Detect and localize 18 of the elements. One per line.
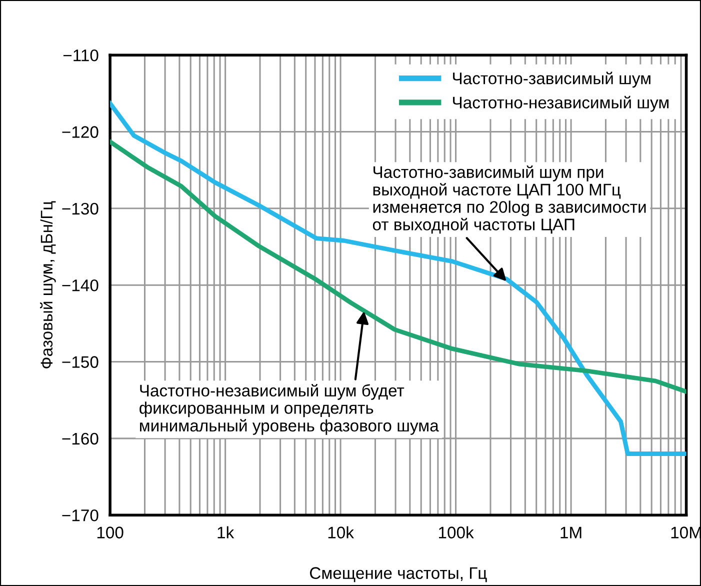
y-axis-title: Фазовый шум, дБн/Гц xyxy=(40,201,56,368)
x-axis-title: Смещение частоты, Гц xyxy=(310,567,487,582)
y-tick-label: −130 xyxy=(62,202,98,215)
x-tick-label: 1k xyxy=(218,526,234,538)
y-tick-label: −150 xyxy=(62,356,98,368)
y-tick-label: −110 xyxy=(63,49,98,62)
x-tick-label: 1M xyxy=(560,526,582,538)
y-tick-label: −170 xyxy=(62,509,98,522)
legend-label: Частотно-независимый шум xyxy=(453,96,668,112)
annotation: Частотно-независимый шум будет фиксированным и определять минимальный уровень фазового шума xyxy=(140,384,439,435)
x-tick-label: 100 xyxy=(97,526,124,538)
x-tick-label: 100k xyxy=(438,526,474,538)
y-tick-label: −120 xyxy=(62,126,98,138)
annotation: Частотно-зависимый шум при выходной частоте ЦАП 100 МГц изменяется по 20log в зависимости от выходной частоты ЦАП xyxy=(372,165,646,234)
legend-label: Частотно-зависимый шум xyxy=(453,72,650,88)
y-tick-label: −140 xyxy=(62,279,98,292)
x-tick-label: 10k xyxy=(328,526,354,538)
y-tick-label: −160 xyxy=(62,432,98,445)
